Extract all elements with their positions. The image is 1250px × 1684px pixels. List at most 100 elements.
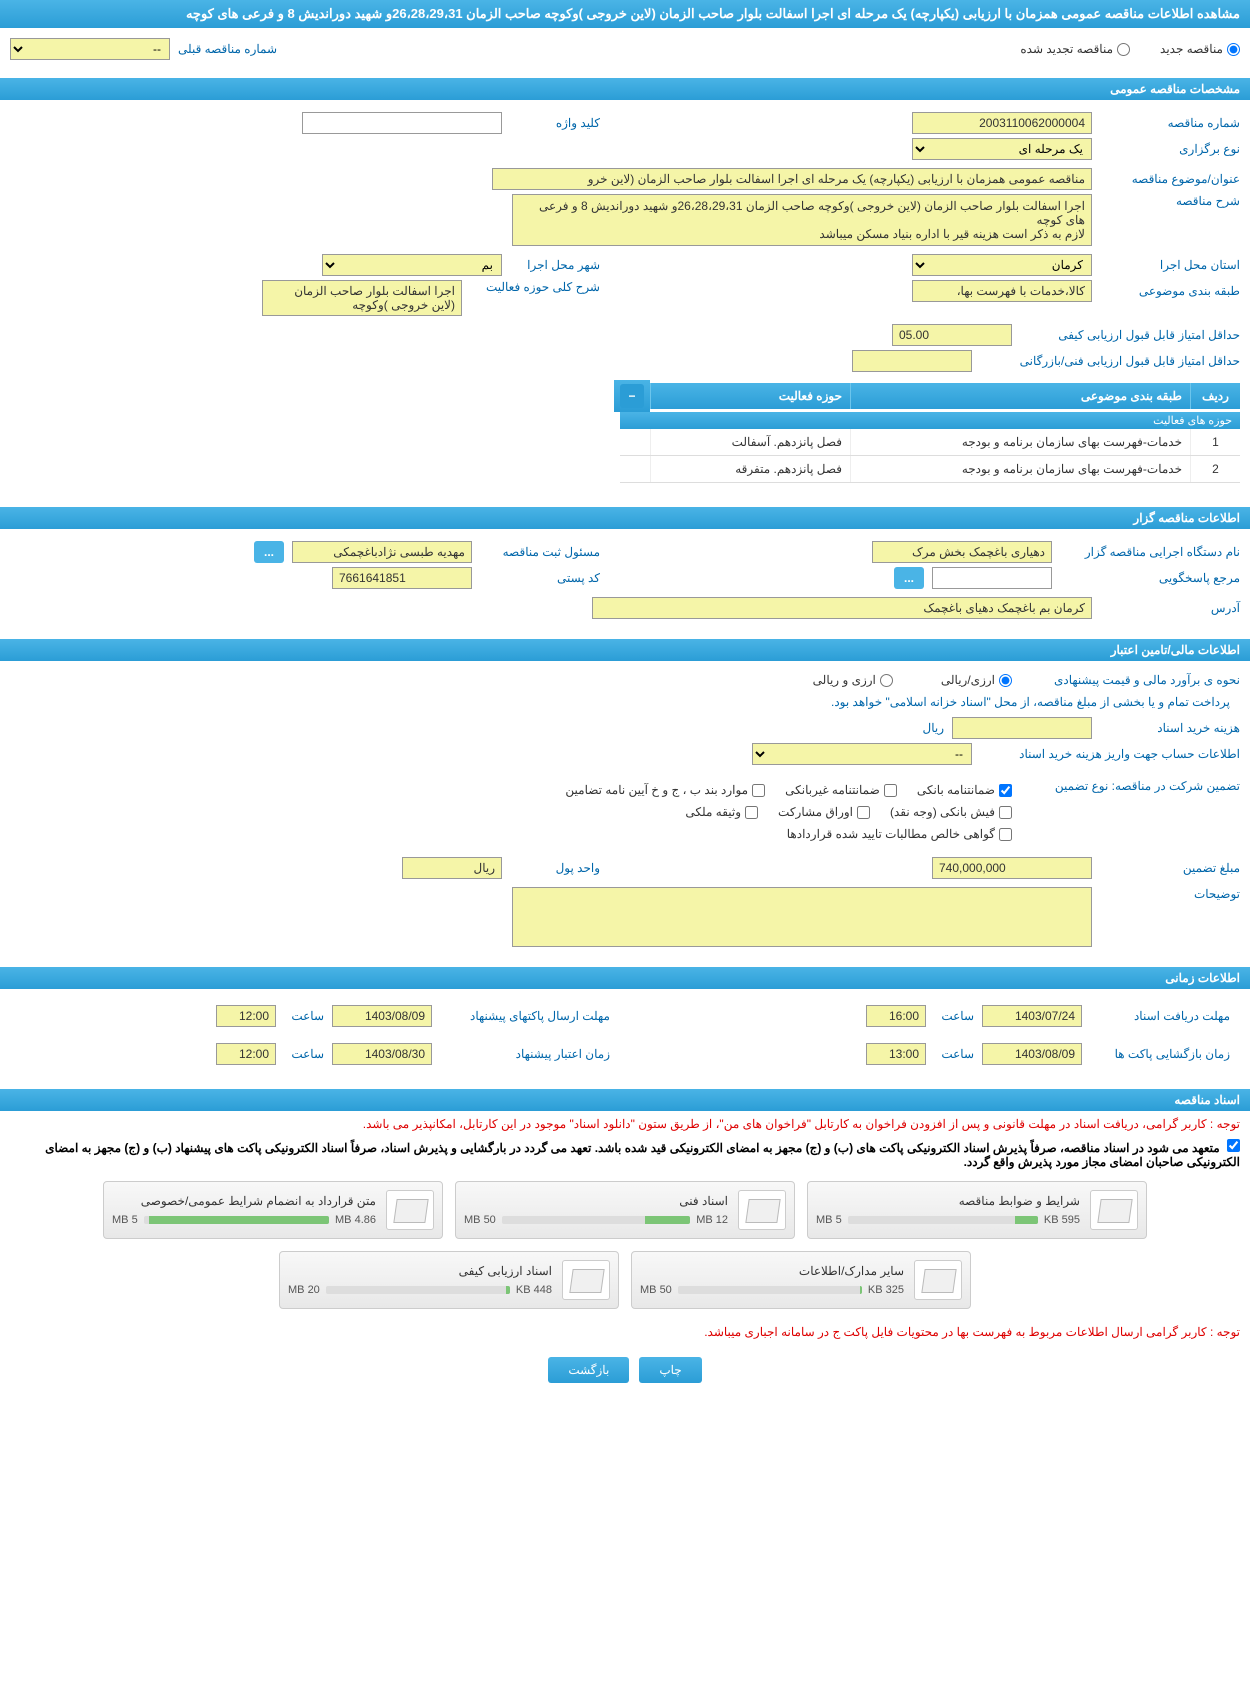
cb-bank-guarantee[interactable]: ضمانتنامه بانکی bbox=[917, 783, 1012, 797]
print-button[interactable]: چاپ bbox=[639, 1357, 701, 1383]
folder-icon bbox=[386, 1190, 434, 1230]
cb-contract-cert[interactable]: گواهی خالص مطالبات تایید شده قراردادها bbox=[787, 827, 1012, 841]
validity-date-field: 1403/08/30 bbox=[332, 1043, 432, 1065]
classification-field: کالا،خدمات با فهرست بها، bbox=[912, 280, 1092, 302]
activity-desc-field: اجرا اسفالت بلوار صاحب الزمان (لاین خروج… bbox=[262, 280, 462, 316]
org-name-field: دهیاری باغچمک بخش مرک bbox=[872, 541, 1052, 563]
radio-both-currency[interactable]: ارزی و ریالی bbox=[813, 673, 893, 687]
doc-size-used: 325 KB bbox=[868, 1284, 904, 1296]
subject-field: مناقصه عمومی همزمان با ارزیابی (یکپارچه)… bbox=[492, 168, 1092, 190]
opening-date-field: 1403/08/09 bbox=[982, 1043, 1082, 1065]
prev-number-select[interactable]: -- bbox=[10, 38, 170, 60]
account-info-select[interactable]: -- bbox=[752, 743, 972, 765]
doc-size-total: 50 MB bbox=[640, 1284, 672, 1296]
document-card[interactable]: اسناد فنی 12 MB 50 MB bbox=[455, 1181, 795, 1239]
documents-area: توجه : کاربر گرامی، دریافت اسناد در مهلت… bbox=[0, 1111, 1250, 1345]
document-card[interactable]: سایر مدارک/اطلاعات 325 KB 50 MB bbox=[631, 1251, 971, 1309]
radio-rial[interactable]: ارزی/ریالی bbox=[941, 673, 1012, 687]
doc-size-used: 448 KB bbox=[516, 1284, 552, 1296]
page-title: مشاهده اطلاعات مناقصه عمومی همزمان با ار… bbox=[186, 6, 1240, 21]
min-quality-score-field: 05.00 bbox=[892, 324, 1012, 346]
collapse-icon[interactable]: − bbox=[620, 384, 644, 408]
progress-bar bbox=[502, 1216, 690, 1224]
responsible-lookup-button[interactable]: ... bbox=[254, 541, 284, 563]
cb-non-bank-guarantee[interactable]: ضمانتنامه غیربانکی bbox=[785, 783, 897, 797]
doc-size-total: 5 MB bbox=[112, 1214, 138, 1226]
notes-field bbox=[512, 887, 1092, 947]
radio-new-tender[interactable]: مناقصه جدید bbox=[1160, 34, 1240, 64]
document-title: شرایط و ضوابط مناقصه bbox=[816, 1194, 1080, 1208]
tender-number-field: 2003110062000004 bbox=[912, 112, 1092, 134]
description-field: اجرا اسفالت بلوار صاحب الزمان (لاین خروج… bbox=[512, 194, 1092, 246]
keyword-field[interactable] bbox=[302, 112, 502, 134]
doc-size-total: 50 MB bbox=[464, 1214, 496, 1226]
responsible-field: مهدیه طبسی نژادباغچمکی bbox=[292, 541, 472, 563]
postal-field: 7661641851 bbox=[332, 567, 472, 589]
doc-size-used: 595 KB bbox=[1044, 1214, 1080, 1226]
radio-new-input[interactable] bbox=[1227, 43, 1240, 56]
general-section-header: مشخصات مناقصه عمومی bbox=[0, 78, 1250, 100]
doc-size-used: 12 MB bbox=[696, 1214, 728, 1226]
time-form: مهلت دریافت اسناد 1403/07/24 ساعت 16:00 … bbox=[0, 989, 1250, 1081]
radio-renewed-input[interactable] bbox=[1117, 43, 1130, 56]
table-row: 2خدمات-فهرست بهای سازمان برنامه و بودجهف… bbox=[620, 456, 1240, 483]
document-card[interactable]: شرایط و ضوابط مناقصه 595 KB 5 MB bbox=[807, 1181, 1147, 1239]
time-section-header: اطلاعات زمانی bbox=[0, 967, 1250, 989]
progress-bar bbox=[144, 1216, 329, 1224]
validity-time-field: 12:00 bbox=[216, 1043, 276, 1065]
general-form: شماره مناقصه 2003110062000004 نوع برگزار… bbox=[0, 100, 1250, 499]
progress-bar bbox=[326, 1286, 510, 1294]
commitment-checkbox[interactable] bbox=[1227, 1139, 1240, 1152]
province-select[interactable]: کرمان bbox=[912, 254, 1092, 276]
activity-table: ردیف طبقه بندی موضوعی حوزه فعالیت − حوزه… bbox=[620, 380, 1240, 483]
tender-type-radio-group: مناقصه جدید مناقصه تجدید شده شماره مناقص… bbox=[0, 28, 1250, 70]
documents-bottom-note: توجه : کاربر گرامی ارسال اطلاعات مربوط ب… bbox=[0, 1319, 1250, 1345]
document-card[interactable]: اسناد ارزیابی کیفی 448 KB 20 MB bbox=[279, 1251, 619, 1309]
back-button[interactable]: بازگشت bbox=[548, 1357, 629, 1383]
document-title: سایر مدارک/اطلاعات bbox=[640, 1264, 904, 1278]
submit-date-field: 1403/08/09 bbox=[332, 1005, 432, 1027]
contact-lookup-button[interactable]: ... bbox=[894, 567, 924, 589]
doc-size-used: 4.86 MB bbox=[335, 1214, 376, 1226]
prev-number-label: شماره مناقصه قبلی bbox=[178, 42, 277, 56]
contact-field bbox=[932, 567, 1052, 589]
city-select[interactable]: بم bbox=[322, 254, 502, 276]
documents-section-header: اسناد مناقصه bbox=[0, 1089, 1250, 1111]
document-card[interactable]: متن قرارداد به انضمام شرایط عمومی/خصوصی … bbox=[103, 1181, 443, 1239]
folder-icon bbox=[914, 1260, 962, 1300]
activity-table-title: حوزه های فعالیت bbox=[620, 412, 1240, 429]
financial-form: نحوه ی برآورد مالی و قیمت پیشنهادی ارزی/… bbox=[0, 661, 1250, 959]
cb-bank-receipt[interactable]: فیش بانکی (وجه نقد) bbox=[890, 805, 1012, 819]
address-field: کرمان بم باغچمک دهیای باغچمک bbox=[592, 597, 1092, 619]
organizer-form: نام دستگاه اجرایی مناقصه گزار دهیاری باغ… bbox=[0, 529, 1250, 631]
action-buttons: چاپ بازگشت bbox=[0, 1345, 1250, 1395]
submit-time-field: 12:00 bbox=[216, 1005, 276, 1027]
doc-size-total: 20 MB bbox=[288, 1284, 320, 1296]
holding-type-select[interactable]: یک مرحله ای bbox=[912, 138, 1092, 160]
payment-note: پرداخت تمام و یا بخشی از مبلغ مناقصه، از… bbox=[10, 691, 1240, 713]
min-tech-score-field bbox=[852, 350, 972, 372]
folder-icon bbox=[562, 1260, 610, 1300]
opening-time-field: 13:00 bbox=[866, 1043, 926, 1065]
progress-bar bbox=[678, 1286, 862, 1294]
document-title: متن قرارداد به انضمام شرایط عمومی/خصوصی bbox=[112, 1194, 376, 1208]
progress-bar bbox=[848, 1216, 1038, 1224]
receive-time-field: 16:00 bbox=[866, 1005, 926, 1027]
organizer-section-header: اطلاعات مناقصه گزار bbox=[0, 507, 1250, 529]
guarantee-amount-field: 740,000,000 bbox=[932, 857, 1092, 879]
page-title-bar: مشاهده اطلاعات مناقصه عمومی همزمان با ار… bbox=[0, 0, 1250, 28]
cb-participation-bonds[interactable]: اوراق مشارکت bbox=[778, 805, 870, 819]
cb-property-deed[interactable]: وثیقه ملکی bbox=[685, 805, 758, 819]
folder-icon bbox=[1090, 1190, 1138, 1230]
receive-date-field: 1403/07/24 bbox=[982, 1005, 1082, 1027]
documents-note-2: متعهد می شود در اسناد مناقصه، صرفاً پذیر… bbox=[0, 1137, 1250, 1171]
table-row: 1خدمات-فهرست بهای سازمان برنامه و بودجهف… bbox=[620, 429, 1240, 456]
documents-note-1: توجه : کاربر گرامی، دریافت اسناد در مهلت… bbox=[0, 1111, 1250, 1137]
doc-size-total: 5 MB bbox=[816, 1214, 842, 1226]
radio-renewed-tender[interactable]: مناقصه تجدید شده bbox=[1020, 34, 1130, 64]
currency-unit-field: ریال bbox=[402, 857, 502, 879]
cb-appendix[interactable]: موارد بند ب ، ج و خ آیین نامه تضامین bbox=[565, 783, 765, 797]
document-title: اسناد فنی bbox=[464, 1194, 728, 1208]
document-title: اسناد ارزیابی کیفی bbox=[288, 1264, 552, 1278]
doc-fee-field bbox=[952, 717, 1092, 739]
